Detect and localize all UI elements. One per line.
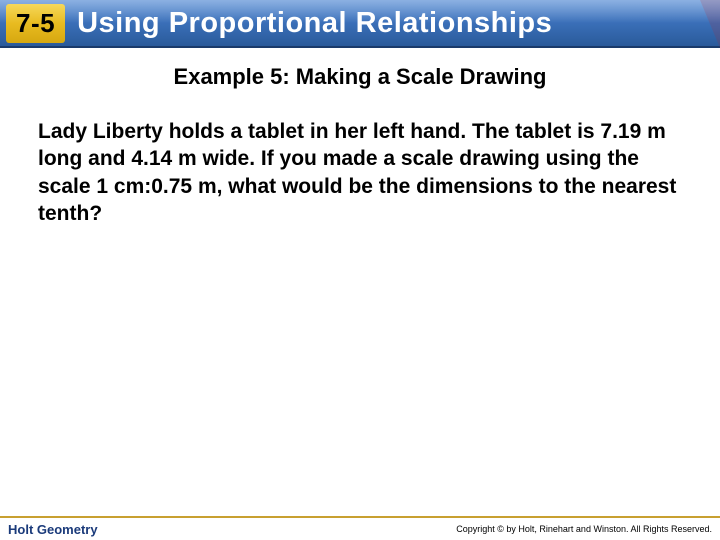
copyright-text: Copyright © by Holt, Rinehart and Winsto… <box>456 524 712 534</box>
section-number-badge: 7-5 <box>6 4 65 43</box>
problem-text: Lady Liberty holds a tablet in her left … <box>38 118 682 227</box>
header-decoration <box>700 0 720 48</box>
footer-bar: Holt Geometry Copyright © by Holt, Rineh… <box>0 516 720 540</box>
header-bar: 7-5 Using Proportional Relationships <box>0 0 720 48</box>
lesson-title: Using Proportional Relationships <box>77 7 552 40</box>
textbook-name: Holt Geometry <box>8 522 98 537</box>
example-subtitle: Example 5: Making a Scale Drawing <box>0 64 720 90</box>
